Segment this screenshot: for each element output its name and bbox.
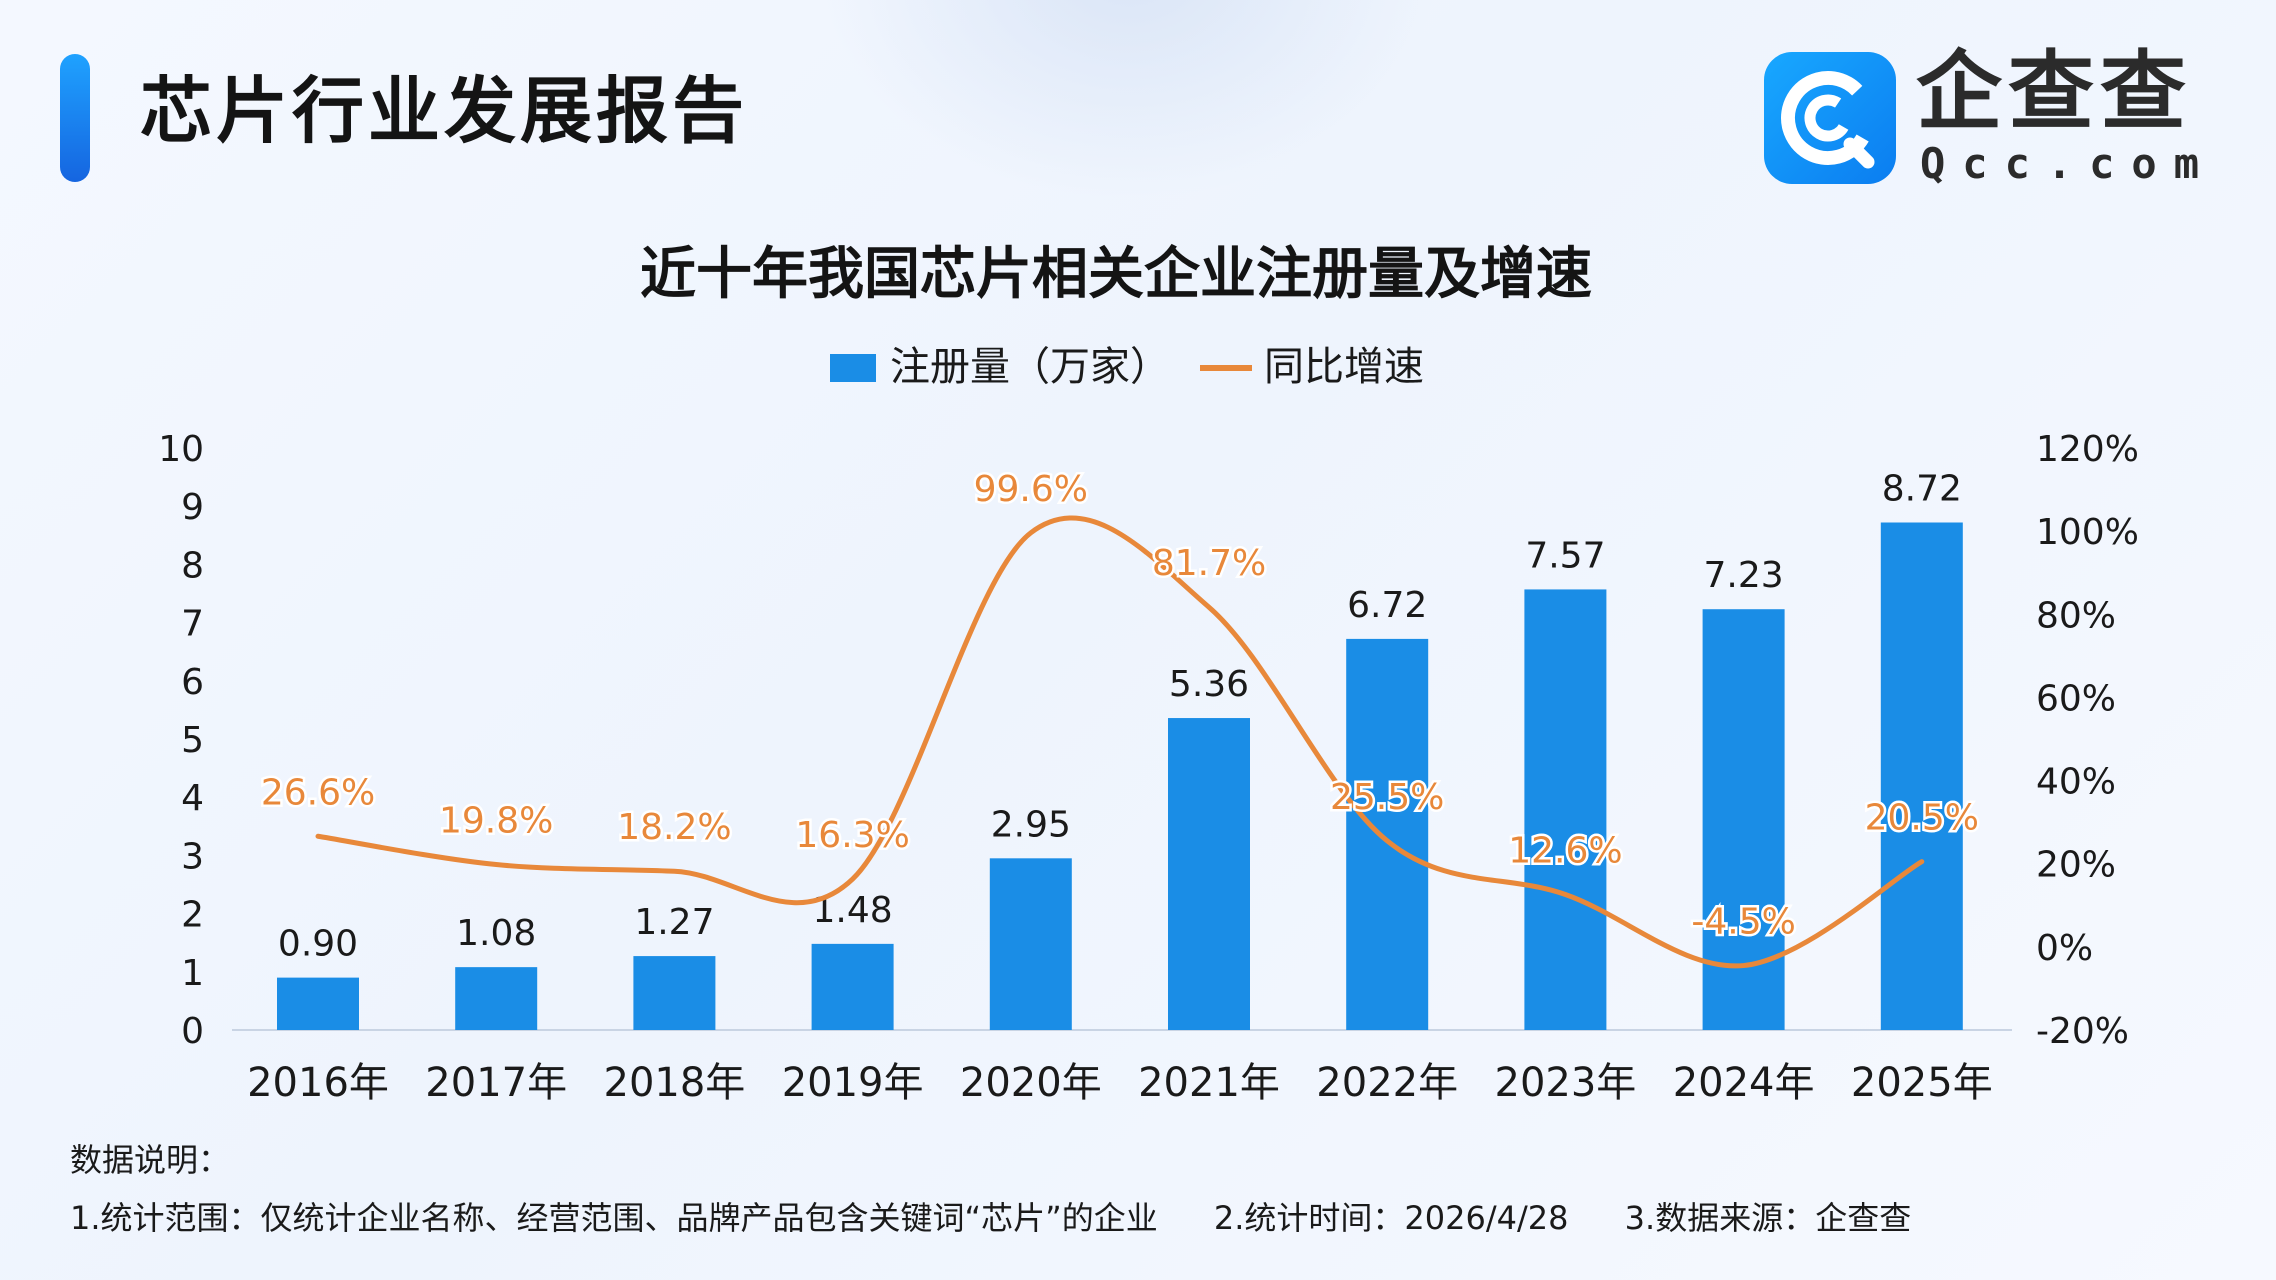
growth-value-label: 16.3%: [795, 815, 909, 856]
x-tick-label: 2023年: [1495, 1060, 1637, 1106]
bar-value-label: 0.90: [278, 924, 358, 965]
bar-value-label: 2.95: [991, 804, 1071, 845]
y-axis-left: 0 1 2 3 4 5 6 7 8 9 10: [158, 429, 204, 1052]
note-source: 3.数据来源：企查查: [1624, 1199, 1912, 1237]
legend: 注册量（万家） 同比增速: [830, 344, 1424, 390]
bar: [989, 858, 1072, 1030]
growth-value-label: -4.5%: [1691, 902, 1795, 943]
x-axis-labels: 2016年 2017年 2018年 2019年 2020年 2021年 2022年 2023年…: [247, 1060, 1993, 1106]
bar: [277, 977, 359, 1030]
y-left-tick-label: 2: [181, 895, 204, 936]
logo-domain: Qcc.com: [1920, 139, 2217, 188]
y-left-tick-label: 8: [181, 545, 204, 586]
x-tick-label: 2016年: [247, 1060, 389, 1106]
growth-value-label: 26.6%: [261, 772, 375, 813]
y-right-tick-label: 120%: [2036, 429, 2139, 470]
bar: [1346, 638, 1429, 1030]
notes-heading: 数据说明：: [70, 1141, 231, 1179]
y-left-tick-label: 10: [158, 429, 204, 470]
note-time: 2.统计时间：2026/4/28: [1213, 1199, 1569, 1237]
qcc-logo-icon: [1764, 52, 1896, 184]
x-tick-label: 2025年: [1851, 1060, 1993, 1106]
x-tick-label: 2019年: [782, 1060, 924, 1106]
qcc-logo: 企查查 Qcc.com: [1764, 42, 2224, 188]
y-left-tick-label: 1: [181, 953, 204, 994]
bar-value-label: 7.57: [1525, 535, 1605, 576]
title-accent-bar: [60, 54, 90, 182]
bar: [455, 967, 538, 1030]
y-right-tick-label: -20%: [2036, 1011, 2129, 1052]
y-left-tick-label: 5: [181, 720, 204, 761]
legend-line-label: 同比增速: [1264, 344, 1424, 390]
x-tick-label: 2018年: [604, 1060, 746, 1106]
notes-items: 1.统计范围：仅统计企业名称、经营范围、品牌产品包含关键词“芯片”的企业 2.统…: [70, 1198, 1957, 1238]
bar: [633, 956, 716, 1030]
bar: [1524, 589, 1607, 1030]
growth-value-labels: 26.6% 19.8% 18.2% 16.3% 99.6% 81.7% 25.5% 12.6%…: [258, 466, 1981, 945]
chart-title: 近十年我国芯片相关企业注册量及增速: [640, 242, 1592, 307]
x-tick-label: 2022年: [1316, 1060, 1458, 1106]
bar-value-label: 1.27: [634, 902, 714, 943]
y-left-tick-label: 4: [181, 778, 204, 819]
legend-bar-label: 注册量（万家）: [890, 344, 1170, 390]
bar: [1880, 522, 1963, 1030]
y-right-tick-label: 80%: [2036, 595, 2116, 636]
growth-value-label: 20.5%: [1865, 798, 1979, 839]
growth-value-label: 19.8%: [439, 801, 553, 842]
x-tick-label: 2024年: [1673, 1060, 1815, 1106]
bar-value-label: 8.72: [1882, 468, 1962, 509]
y-right-tick-label: 0%: [2036, 928, 2093, 969]
y-left-tick-label: 3: [181, 836, 204, 877]
bar-value-label: 1.08: [456, 913, 536, 954]
growth-value-label: 18.2%: [617, 807, 731, 848]
page-title: 芯片行业发展报告: [140, 69, 749, 153]
y-axis-right: -20% 0% 20% 40% 60% 80% 100% 120%: [2036, 429, 2139, 1052]
note-scope: 1.统计范围：仅统计企业名称、经营范围、品牌产品包含关键词“芯片”的企业: [70, 1199, 1158, 1237]
y-left-tick-label: 0: [181, 1011, 204, 1052]
x-tick-label: 2017年: [425, 1060, 567, 1106]
bar-value-label: 7.23: [1704, 555, 1784, 596]
bar-value-label: 6.72: [1347, 585, 1427, 626]
growth-value-label: 99.6%: [974, 469, 1088, 510]
legend-bar-swatch: [830, 354, 876, 382]
y-right-tick-label: 40%: [2036, 762, 2116, 803]
bar: [811, 943, 894, 1030]
x-tick-label: 2020年: [960, 1060, 1102, 1106]
y-left-tick-label: 7: [181, 604, 204, 645]
bar-value-labels: 0.90 1.08 1.27 1.482.955.366.727.57 7.238.72: [278, 468, 1962, 964]
bar: [1168, 718, 1250, 1030]
growth-value-label: 25.5%: [1330, 777, 1444, 818]
bar-value-label: 5.36: [1169, 664, 1249, 705]
y-right-tick-label: 20%: [2036, 845, 2116, 886]
x-tick-label: 2021年: [1138, 1060, 1280, 1106]
y-left-tick-label: 9: [181, 487, 204, 528]
growth-value-label: 12.6%: [1508, 830, 1622, 871]
y-left-tick-label: 6: [181, 662, 204, 703]
growth-value-label: 81.7%: [1152, 543, 1266, 584]
y-right-tick-label: 60%: [2036, 678, 2116, 719]
logo-brand-name: 企查查: [1916, 42, 2192, 142]
growth-line: [315, 515, 1925, 969]
y-right-tick-label: 100%: [2036, 512, 2139, 553]
